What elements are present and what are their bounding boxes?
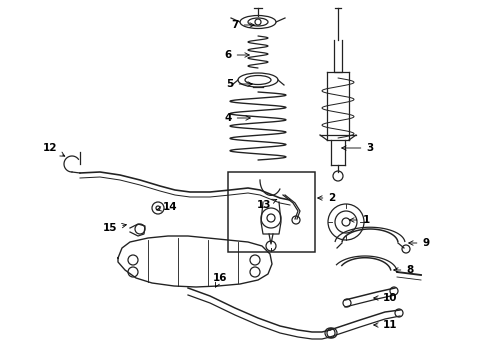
Text: 11: 11 — [374, 320, 397, 330]
Text: 8: 8 — [393, 265, 414, 275]
Text: 12: 12 — [43, 143, 65, 156]
Text: 15: 15 — [103, 223, 126, 233]
Text: 3: 3 — [342, 143, 374, 153]
Text: 10: 10 — [374, 293, 397, 303]
Text: 1: 1 — [350, 215, 369, 225]
Text: 16: 16 — [213, 273, 227, 287]
Text: 2: 2 — [318, 193, 336, 203]
Text: 6: 6 — [224, 50, 249, 60]
Text: 14: 14 — [157, 202, 177, 212]
Text: 4: 4 — [224, 113, 250, 123]
Text: 7: 7 — [231, 20, 254, 30]
Text: 5: 5 — [226, 79, 252, 89]
Text: 9: 9 — [409, 238, 430, 248]
Bar — [228, 172, 315, 252]
Text: 13: 13 — [257, 199, 277, 210]
